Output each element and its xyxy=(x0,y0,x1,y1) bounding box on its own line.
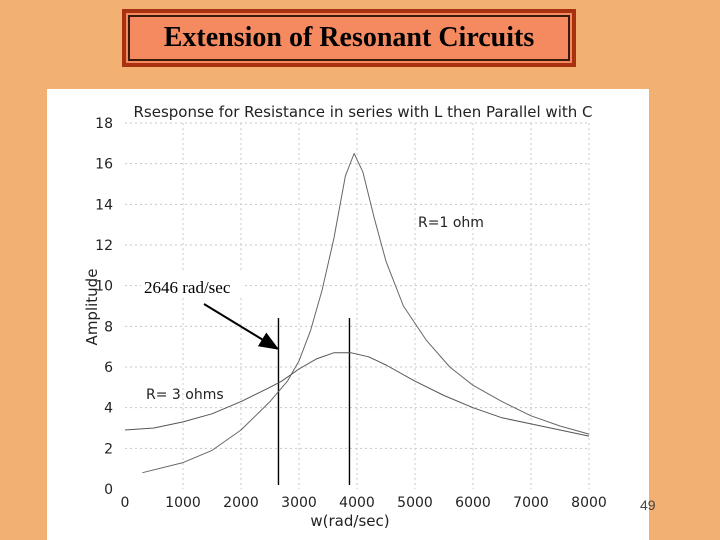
y-tick-label: 14 xyxy=(95,197,113,213)
x-tick-label: 8000 xyxy=(571,495,607,511)
slide-title: Extension of Resonant Circuits xyxy=(163,22,535,53)
y-tick-label: 18 xyxy=(95,116,113,132)
x-tick-label: 5000 xyxy=(397,495,433,511)
series-label-r1: R=1 ohm xyxy=(418,215,484,231)
y-tick-label: 4 xyxy=(104,401,113,417)
annotation-2646-label: 2646 rad/sec xyxy=(144,278,231,297)
y-tick-label: 10 xyxy=(95,279,113,295)
y-tick-label: 6 xyxy=(104,360,113,376)
slide-title-inner-border: Extension of Resonant Circuits xyxy=(128,15,570,61)
slide-title-box: Extension of Resonant Circuits xyxy=(122,9,576,67)
series-line-r3 xyxy=(124,352,590,437)
y-tick-label: 16 xyxy=(95,157,113,173)
plot-panel: Rsesponse for Resistance in series with … xyxy=(47,89,649,540)
series-lines xyxy=(124,153,590,474)
vertical-markers xyxy=(277,318,351,485)
y-tick-label: 2 xyxy=(104,441,113,457)
x-tick-label: 7000 xyxy=(513,495,549,511)
series-label-r3: R= 3 ohms xyxy=(146,387,224,403)
y-tick-label: 0 xyxy=(104,482,113,498)
y-tick-label: 8 xyxy=(104,319,113,335)
annotation-label-background xyxy=(141,272,242,297)
x-tick-label: 3000 xyxy=(281,495,317,511)
x-tick-label: 0 xyxy=(121,495,130,511)
response-chart: Rsesponse for Resistance in series with … xyxy=(83,103,607,530)
y-axis-label: Amplitude xyxy=(83,269,101,346)
annotation-arrow-layer xyxy=(203,303,280,350)
grid-layer xyxy=(125,122,590,489)
x-tick-label: 1000 xyxy=(165,495,201,511)
x-tick-label: 6000 xyxy=(455,495,491,511)
page-number: 49 xyxy=(640,497,656,513)
chart-title: Rsesponse for Resistance in series with … xyxy=(133,103,592,121)
x-tick-label: 4000 xyxy=(339,495,375,511)
tick-labels: 0 1000 2000 3000 4000 5000 6000 7000 8000 0 2 4 6 8 10… xyxy=(95,116,607,511)
y-tick-label: 12 xyxy=(95,238,113,254)
annotation-arrow xyxy=(203,303,280,350)
series-line-r1 xyxy=(142,153,590,474)
x-axis-label: w(rad/sec) xyxy=(310,512,389,530)
x-tick-label: 2000 xyxy=(223,495,259,511)
